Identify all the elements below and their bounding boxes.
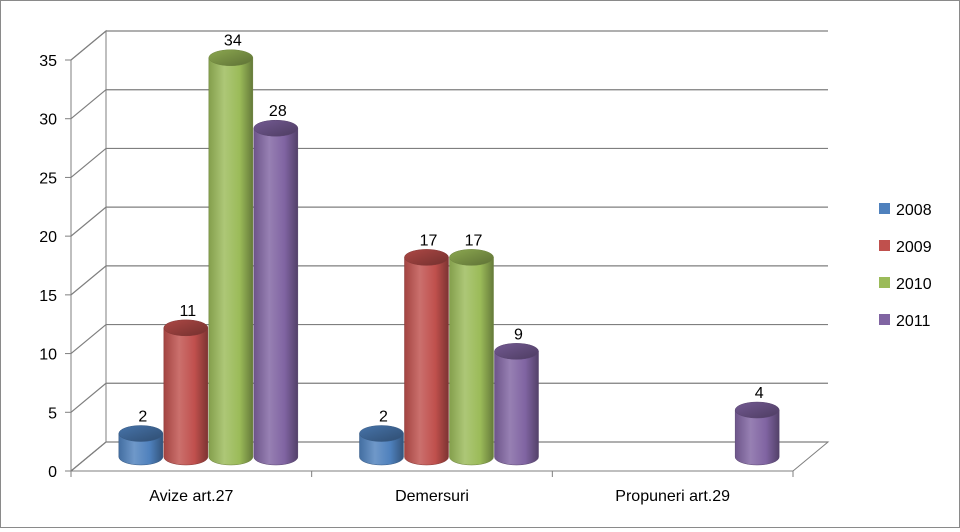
x-tick-label: Demersuri: [395, 488, 469, 505]
legend-swatch: [879, 277, 890, 288]
bar-top: [118, 425, 164, 442]
bar-top: [494, 343, 539, 360]
bar-2011-1: [494, 343, 539, 466]
bar-2010-0: [208, 49, 254, 466]
bar-top: [404, 249, 449, 266]
legend: 2008 2009 2010 2011: [879, 202, 932, 330]
bar-2011-0: [253, 119, 299, 466]
bar-2009-1: [404, 249, 449, 466]
legend-label: 2009: [896, 239, 932, 256]
legend-label: 2008: [896, 202, 932, 219]
bar-2008-0: [118, 425, 164, 466]
bar-top: [163, 319, 209, 337]
bar-body: [449, 257, 494, 466]
legend-swatch: [879, 314, 890, 325]
bar-2010-1: [449, 249, 494, 466]
data-label: 11: [180, 303, 197, 320]
y-tick-label: 10: [39, 347, 57, 364]
bar-body: [118, 433, 164, 466]
bar-body: [734, 409, 780, 466]
bar-top: [359, 425, 404, 442]
data-label: 28: [269, 103, 287, 120]
bar-body: [359, 433, 404, 466]
bar-body: [208, 57, 254, 466]
x-tick-label: Propuneri art.29: [615, 488, 730, 505]
legend-swatch: [879, 203, 890, 214]
data-label: 17: [420, 232, 438, 249]
bar-body: [494, 351, 539, 466]
legend-swatch: [879, 240, 890, 251]
side-wall: [70, 29, 107, 473]
x-tick-label: Avize art.27: [149, 488, 233, 505]
bar-body: [163, 327, 209, 466]
chart-walls: [70, 29, 107, 473]
y-axis-ticks: 0 5 10 15 20 25 30 35: [39, 53, 71, 481]
y-tick-label: 30: [39, 112, 57, 129]
bar-2009-0: [163, 319, 209, 466]
legend-item-2008: 2008: [879, 202, 932, 219]
data-label: 4: [755, 385, 764, 402]
data-label: 2: [138, 409, 147, 426]
y-tick-label: 25: [39, 170, 57, 187]
bar-top: [734, 401, 780, 419]
bars: [118, 49, 780, 466]
legend-label: 2011: [896, 313, 931, 330]
legend-item-2011: 2011: [879, 313, 931, 330]
x-axis-ticks: Avize art.27 Demersuri Propuneri art.29: [149, 471, 794, 505]
data-labels: 2 11 34 28 2 17 17 9 4: [138, 33, 763, 426]
y-tick-label: 5: [48, 405, 57, 422]
gridline: [70, 89, 828, 120]
y-tick-label: 15: [39, 288, 57, 305]
data-label: 34: [224, 33, 242, 50]
y-tick-label: 0: [48, 464, 57, 481]
data-label: 2: [379, 409, 388, 426]
y-tick-label: 20: [39, 229, 57, 246]
bar-top: [253, 119, 299, 137]
legend-label: 2010: [896, 276, 932, 293]
bar-2008-1: [359, 425, 404, 466]
legend-item-2010: 2010: [879, 276, 932, 293]
y-tick-label: 35: [39, 53, 57, 70]
bar-body: [253, 127, 299, 466]
gridlines: [70, 30, 828, 472]
gridline: [70, 206, 828, 237]
legend-item-2009: 2009: [879, 239, 932, 256]
gridline: [70, 382, 828, 413]
gridline: [70, 147, 828, 178]
gridline: [70, 30, 828, 61]
bar-top: [208, 49, 254, 66]
gridline: [70, 323, 828, 355]
data-label: 17: [465, 232, 483, 249]
bar-body: [404, 257, 449, 466]
bar-top: [449, 249, 494, 266]
bar-2011-2: [734, 401, 780, 466]
gridline: [70, 265, 828, 296]
data-label: 9: [514, 326, 523, 343]
